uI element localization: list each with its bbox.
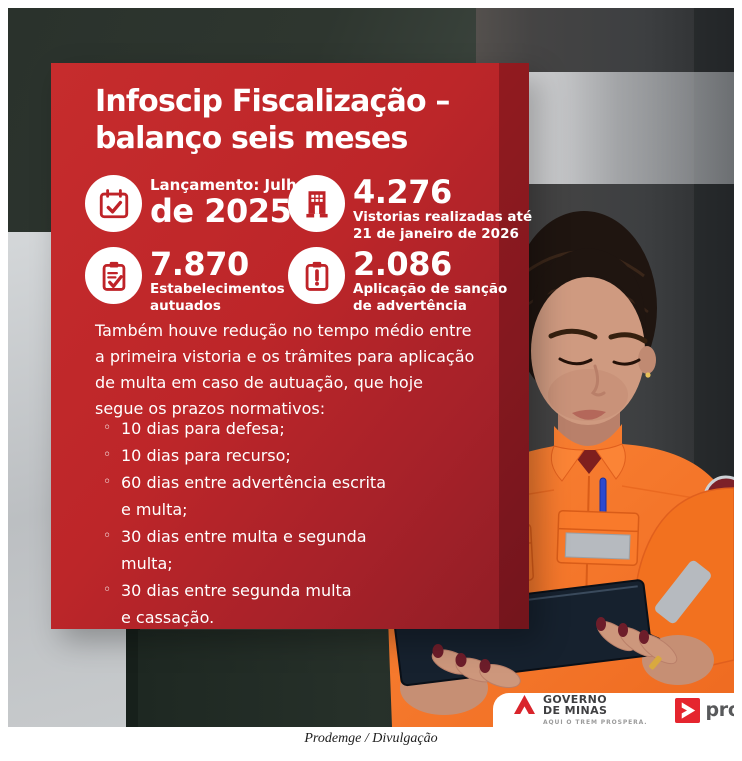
stat-value: de 2025 <box>150 192 292 230</box>
fingers <box>431 617 678 689</box>
clipboard-alert-icon <box>288 247 345 304</box>
bullet-text: multa; <box>121 554 173 573</box>
footer-logo-box: GOVERNO DE MINAS AQUI O TREM PROSPERA. p… <box>493 693 734 727</box>
stat-sublabel: Aplicação de sanção <box>353 281 508 297</box>
stat-sublabel: de advertência <box>353 297 467 314</box>
list-item: 10 dias para recurso; <box>103 442 386 469</box>
bullet-marker <box>103 415 121 442</box>
closed-eye <box>612 358 641 366</box>
collar <box>550 445 585 482</box>
ring <box>649 655 662 670</box>
bullet-text: e multa; <box>121 500 188 519</box>
paragraph-line: Também houve redução no tempo médio entr… <box>95 321 472 340</box>
stat-value: 7.870 <box>150 245 249 283</box>
bullet-marker <box>103 577 121 631</box>
ear <box>638 346 656 374</box>
minas-triangle-icon <box>514 694 535 714</box>
card-edge-shade <box>499 63 529 629</box>
stat-sublabel: Vistorias realizadas até <box>353 209 533 225</box>
lips <box>572 409 606 420</box>
bullet-text: 60 dias entre advertência escrita <box>121 473 387 492</box>
info-card: Infoscip Fiscalização – balanço seis mes… <box>51 63 532 631</box>
face <box>531 277 645 425</box>
poster-image: AMANDA A. <box>8 8 734 727</box>
stat-label: Lançamento: Julho <box>150 176 307 194</box>
earring <box>645 372 651 378</box>
stat-value: 2.086 <box>353 245 452 283</box>
paragraph-line: a primeira vistoria e os trâmites para a… <box>95 347 475 366</box>
stat-sublabel: Estabelecimentos <box>150 281 285 297</box>
governo-tagline: AQUI O TREM PROSPERA. <box>543 719 648 727</box>
chest-pocket <box>556 510 640 566</box>
card-paragraph: Também houve redução no tempo médio entr… <box>95 318 474 422</box>
bullet-text: 10 dias para defesa; <box>121 419 285 438</box>
paragraph-line: segue os prazos normativos: <box>95 399 326 418</box>
list-item: 10 dias para defesa; <box>103 415 386 442</box>
list-item: 60 dias entre advertência escrita e mult… <box>103 469 386 523</box>
deadline-list: 10 dias para defesa; 10 dias para recurs… <box>103 415 386 631</box>
stat-estabelecimentos: 7.870 Estabelecimentos autuados <box>85 247 285 314</box>
building-icon <box>288 175 345 232</box>
bullet-text: 30 dias entre multa e segunda <box>121 527 367 546</box>
eyebrow <box>608 332 648 344</box>
closed-eye <box>558 357 593 366</box>
stat-sublabel: 21 de janeiro de 2026 <box>353 225 519 242</box>
paragraph-line: de multa em caso de autuação, que hoje <box>95 373 424 392</box>
prodemge-wordmark: prodemge <box>706 699 735 721</box>
collar <box>595 443 626 480</box>
photo-glass-panel <box>522 72 734 184</box>
calendar-check-icon <box>85 175 142 232</box>
bullet-text: e cassação. <box>121 608 215 627</box>
bullet-marker <box>103 469 121 523</box>
clipboard-check-icon <box>85 247 142 304</box>
reflective-strip <box>564 532 631 560</box>
governo-text-line2: DE MINAS <box>543 704 608 718</box>
bullet-text: 30 dias entre segunda multa <box>121 581 352 600</box>
photo-whiteboard-frame <box>126 608 140 727</box>
photo-credit-caption: Prodemge / Divulgação <box>304 731 438 746</box>
bullet-marker <box>103 523 121 577</box>
prodemge-part1: prode <box>705 699 735 721</box>
bullet-text: 10 dias para recurso; <box>121 446 291 465</box>
stat-launch: Lançamento: Julho de 2025 <box>85 175 307 232</box>
stat-sancoes: 2.086 Aplicação de sanção de advertência <box>288 247 507 314</box>
list-item: 30 dias entre multa e segunda multa; <box>103 523 386 577</box>
prodemge-logo: prodemge <box>674 697 735 723</box>
nose <box>590 364 606 397</box>
list-item: 30 dias entre segunda multa e cassação. <box>103 577 386 631</box>
prodemge-chevron-icon <box>674 697 700 723</box>
stat-sublabel: autuados <box>150 297 221 314</box>
bullet-marker <box>103 442 121 469</box>
governo-text-line1: GOVERNO <box>543 692 607 706</box>
title-line-1: Infoscip Fiscalização – <box>95 84 450 119</box>
title-line-2: balanço seis meses <box>95 121 408 156</box>
eyebrow <box>548 328 598 340</box>
governo-de-minas-logo: GOVERNO DE MINAS AQUI O TREM PROSPERA. <box>513 692 648 727</box>
stat-vistorias: 4.276 Vistorias realizadas até 21 de jan… <box>288 175 532 242</box>
reflective-strip <box>655 560 711 624</box>
poster-title: Infoscip Fiscalização – balanço seis mes… <box>95 83 450 157</box>
stat-value: 4.276 <box>353 173 452 211</box>
